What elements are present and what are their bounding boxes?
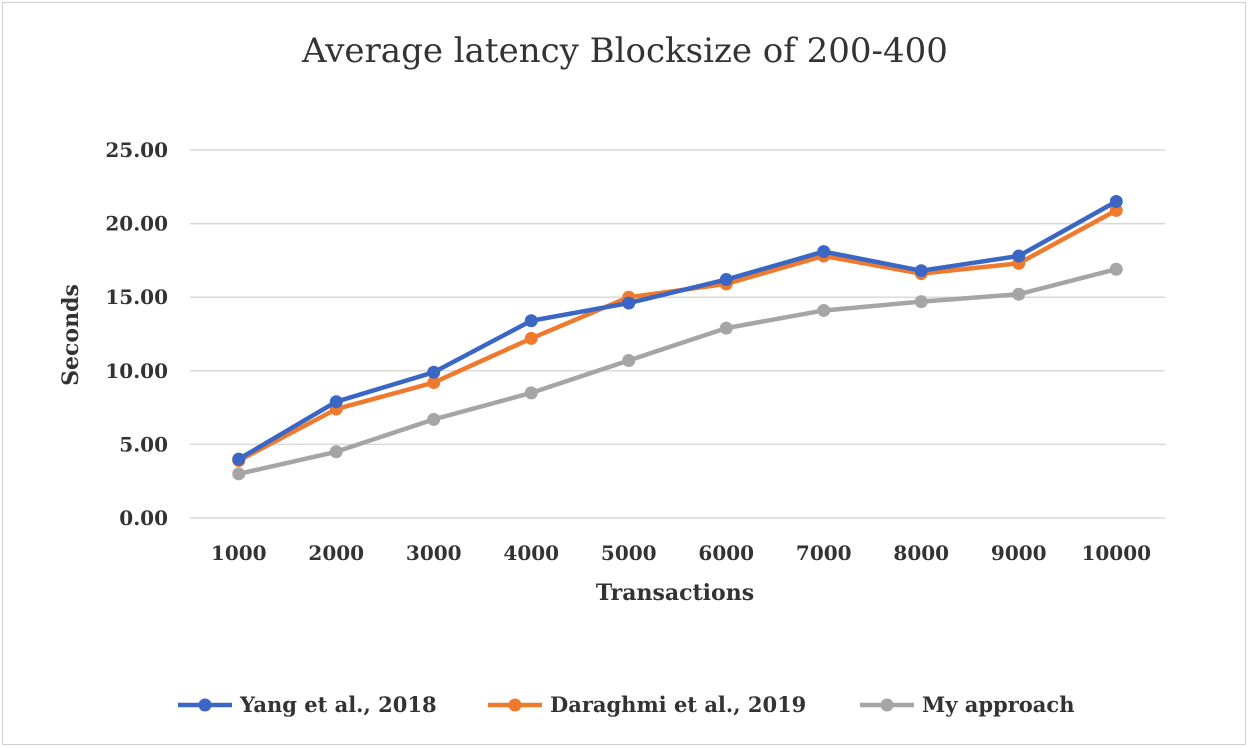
y-tick-label: 15.00: [105, 285, 168, 309]
data-point: [1012, 287, 1026, 301]
legend-swatch-marker: [198, 698, 212, 712]
x-axis-ticks: 1000 2000 3000 4000 5000 6000 7000 8000 9000 1000…: [211, 541, 1151, 565]
x-tick-label: 6000: [698, 541, 754, 565]
x-axis-label: Transactions: [596, 580, 754, 606]
legend-label: Daraghmi et al., 2019: [550, 692, 806, 717]
y-tick-label: 5.00: [119, 432, 168, 456]
data-point: [622, 296, 636, 310]
gridlines: [190, 149, 1165, 519]
series-line: [237, 199, 1118, 462]
data-point: [1109, 195, 1123, 209]
data-point: [329, 445, 343, 459]
x-tick-label: 2000: [308, 541, 364, 565]
legend: Yang et al., 2018 Daraghmi et al., 2019 My…: [178, 692, 1074, 717]
y-axis-ticks: 0.00 5.00 10.00 15.00 20.00 25.00: [105, 138, 168, 530]
data-point: [427, 365, 441, 379]
data-point: [427, 376, 441, 390]
x-tick-label: 7000: [796, 541, 852, 565]
series-yang-et-al-2018: [232, 195, 1123, 466]
data-point: [329, 395, 343, 409]
data-point: [427, 412, 441, 426]
data-point: [622, 353, 636, 367]
data-point: [719, 273, 733, 287]
y-axis-label: Seconds: [58, 284, 84, 386]
legend-swatch-marker: [508, 698, 522, 712]
data-point: [1109, 262, 1123, 276]
x-tick-label: 3000: [406, 541, 462, 565]
legend-label: Yang et al., 2018: [239, 692, 437, 717]
data-point: [1012, 249, 1026, 263]
data-point: [817, 303, 831, 317]
legend-item: Daraghmi et al., 2019: [488, 692, 806, 717]
x-tick-label: 10000: [1081, 541, 1151, 565]
data-point: [817, 245, 831, 259]
data-point: [524, 331, 538, 345]
data-point: [914, 264, 928, 278]
series-line: [238, 267, 1117, 477]
x-tick-label: 8000: [893, 541, 949, 565]
x-tick-label: 1000: [211, 541, 267, 565]
data-point: [719, 321, 733, 335]
chart-title: Average latency Blocksize of 200-400: [301, 31, 948, 71]
data-point: [232, 467, 246, 481]
data-point: [524, 314, 538, 328]
y-tick-label: 10.00: [105, 359, 168, 383]
legend-swatch-marker: [880, 698, 894, 712]
y-tick-label: 25.00: [105, 138, 168, 162]
data-point: [524, 386, 538, 400]
data-point: [232, 452, 246, 466]
series-group: [232, 195, 1123, 481]
x-tick-label: 4000: [503, 541, 559, 565]
series-my-approach: [232, 262, 1123, 481]
legend-item: My approach: [860, 692, 1074, 717]
legend-label: My approach: [922, 692, 1074, 717]
legend-item: Yang et al., 2018: [178, 692, 437, 717]
x-tick-label: 9000: [991, 541, 1047, 565]
y-tick-label: 20.00: [105, 212, 168, 236]
series-line: [237, 208, 1118, 463]
y-tick-label: 0.00: [119, 506, 168, 530]
x-tick-label: 5000: [601, 541, 657, 565]
series-daraghmi-et-al-2019: [232, 203, 1123, 468]
data-point: [914, 295, 928, 309]
